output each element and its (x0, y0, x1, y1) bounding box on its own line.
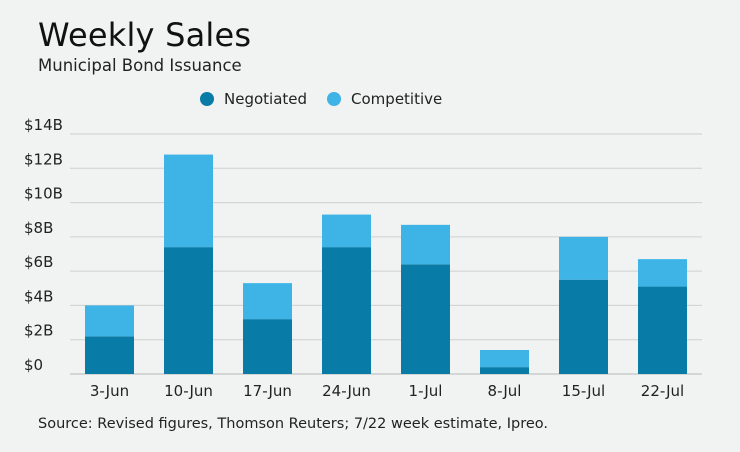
chart-title: Weekly Sales (38, 16, 252, 54)
y-tick-label: $2B (24, 322, 53, 340)
bar-competitive-24-jun (322, 214, 371, 248)
bar-negotiated-17-jun (243, 319, 292, 374)
bar-competitive-1-jul (401, 224, 450, 265)
bar-competitive-3-jun (85, 305, 134, 337)
y-tick-label: $0 (24, 356, 43, 374)
x-tick-label: 17-Jun (243, 382, 292, 400)
bar-negotiated-15-jul (559, 279, 608, 374)
legend-swatch-negotiated (200, 92, 214, 106)
legend: Negotiated Competitive (200, 90, 462, 108)
x-tick-label: 24-Jun (322, 382, 371, 400)
bar-negotiated-1-jul (401, 264, 450, 374)
x-tick-label: 3-Jun (90, 382, 129, 400)
bar-negotiated-3-jun (85, 336, 134, 374)
legend-label-negotiated: Negotiated (224, 90, 308, 108)
legend-swatch-competitive (327, 92, 342, 106)
x-tick-label: 15-Jul (562, 382, 605, 400)
x-tick-label: 10-Jun (164, 382, 213, 400)
x-tick-label: 22-Jul (641, 382, 684, 400)
bar-negotiated-10-jun (164, 247, 213, 374)
chart-subtitle: Municipal Bond Issuance (38, 56, 242, 75)
bar-competitive-8-jul (480, 350, 529, 368)
x-tick-label: 1-Jul (409, 382, 443, 400)
bar-competitive-10-jun (164, 154, 213, 248)
bar-negotiated-22-jul (638, 286, 687, 374)
bar-negotiated-8-jul (480, 367, 529, 374)
legend-label-competitive: Competitive (351, 90, 443, 108)
y-tick-label: $4B (24, 287, 53, 305)
source-note: Source: Revised figures, Thomson Reuters… (38, 416, 548, 432)
y-tick-label: $14B (24, 116, 63, 134)
legend-item-negotiated: Negotiated (200, 90, 307, 108)
bar-competitive-17-jun (243, 283, 292, 320)
bar-competitive-22-jul (638, 259, 687, 287)
y-tick-label: $8B (24, 219, 53, 237)
legend-item-competitive: Competitive (327, 90, 442, 108)
bar-competitive-15-jul (559, 236, 608, 280)
y-tick-label: $10B (24, 185, 63, 203)
y-tick-label: $6B (24, 253, 53, 271)
x-tick-label: 8-Jul (488, 382, 522, 400)
bar-negotiated-24-jun (322, 247, 371, 374)
y-tick-label: $12B (24, 150, 63, 168)
